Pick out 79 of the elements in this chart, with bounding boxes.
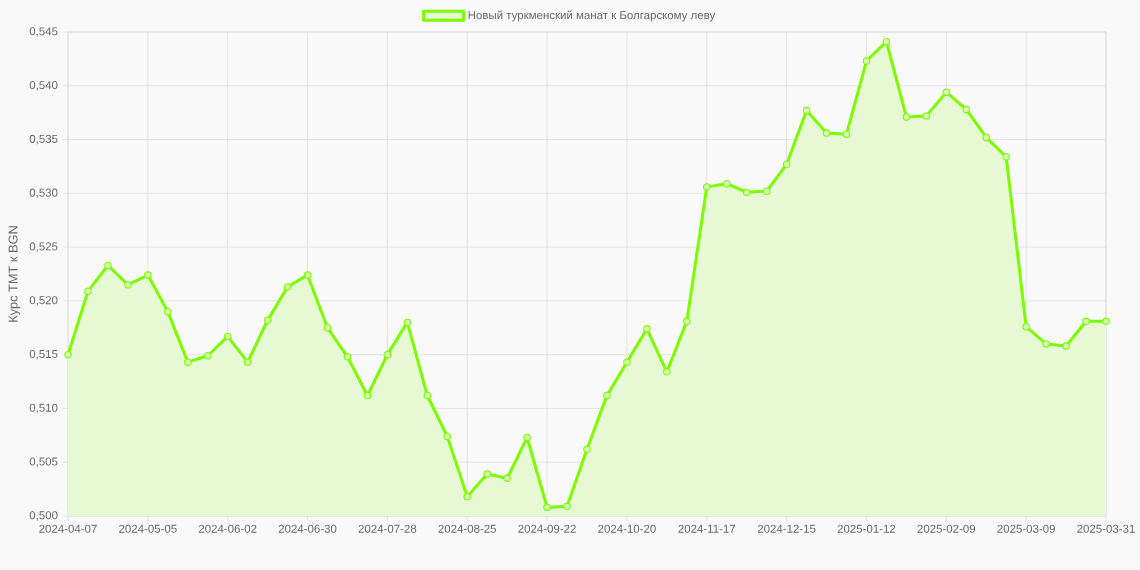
point <box>742 188 751 196</box>
point <box>902 113 911 121</box>
point <box>782 160 791 169</box>
point <box>603 391 611 400</box>
point <box>463 492 471 501</box>
point <box>982 133 990 142</box>
point <box>1042 340 1050 348</box>
point <box>383 350 392 359</box>
point <box>124 281 132 289</box>
point <box>283 283 292 291</box>
y-tick-label: 0,515 <box>29 349 58 360</box>
point <box>722 179 731 188</box>
y-tick-label: 0,540 <box>29 81 58 91</box>
point <box>144 271 152 279</box>
point <box>563 502 571 511</box>
y-tick-label: 0,505 <box>29 457 58 467</box>
point <box>1062 342 1070 350</box>
y-tick-label: 0,510 <box>29 403 58 414</box>
legend-label: Новый туркменский манат к Болгарскому леву <box>468 10 716 22</box>
point <box>263 316 272 324</box>
point <box>223 332 232 341</box>
point <box>822 129 831 137</box>
point <box>503 474 511 483</box>
point <box>363 391 372 400</box>
point <box>643 325 651 333</box>
point <box>104 261 112 270</box>
x-tick-label: 2024-10-20 <box>598 524 656 533</box>
point <box>663 368 671 376</box>
point <box>303 271 312 279</box>
x-tick-label: 2024-12-15 <box>757 524 816 533</box>
point <box>523 433 531 442</box>
point <box>942 88 951 96</box>
point <box>184 358 192 366</box>
x-tick-label: 2025-02-09 <box>917 524 976 533</box>
point <box>203 351 212 360</box>
y-tick-label: 0,525 <box>29 242 58 252</box>
x-tick-label: 2024-07-28 <box>358 524 417 533</box>
point <box>1102 317 1110 326</box>
point <box>802 106 811 115</box>
point <box>64 350 72 359</box>
point <box>483 470 491 478</box>
point <box>703 183 711 191</box>
y-tick-label: 0,500 <box>29 511 58 521</box>
x-tick-label: 2024-11-17 <box>678 524 736 533</box>
x-tick-label: 2025-01-12 <box>837 524 896 533</box>
point <box>343 353 352 361</box>
point <box>583 445 591 454</box>
y-tick-label: 0,530 <box>29 188 58 199</box>
y-tick-label: 0,535 <box>29 134 58 145</box>
point <box>683 317 691 326</box>
y-axis-title: Курс ТМТ к BGN <box>8 226 21 322</box>
point <box>243 358 252 366</box>
point <box>323 324 332 332</box>
point <box>443 432 452 441</box>
x-tick-label: 2024-09-22 <box>518 524 576 533</box>
x-tick-label: 2025-03-09 <box>997 524 1055 533</box>
x-tick-label: 2024-06-30 <box>278 524 337 533</box>
point <box>84 287 92 295</box>
point <box>962 105 970 114</box>
point <box>164 307 172 316</box>
point <box>1082 317 1090 326</box>
point <box>1022 322 1030 331</box>
x-tick-label: 2024-04-07 <box>39 524 97 533</box>
y-tick-label: 0,520 <box>29 296 58 306</box>
point <box>882 37 891 46</box>
y-tick-label: 0,545 <box>29 27 58 37</box>
point <box>403 318 412 327</box>
x-tick-label: 2025-03-31 <box>1077 524 1135 533</box>
point <box>862 57 871 65</box>
point <box>762 187 771 195</box>
point <box>423 391 432 400</box>
point <box>922 112 931 120</box>
x-tick-label: 2024-06-02 <box>198 524 257 533</box>
x-tick-label: 2024-05-05 <box>119 524 177 533</box>
point <box>842 130 851 138</box>
point <box>1002 153 1010 161</box>
point <box>543 503 551 512</box>
x-tick-label: 2024-08-25 <box>438 524 497 533</box>
point <box>623 358 631 366</box>
